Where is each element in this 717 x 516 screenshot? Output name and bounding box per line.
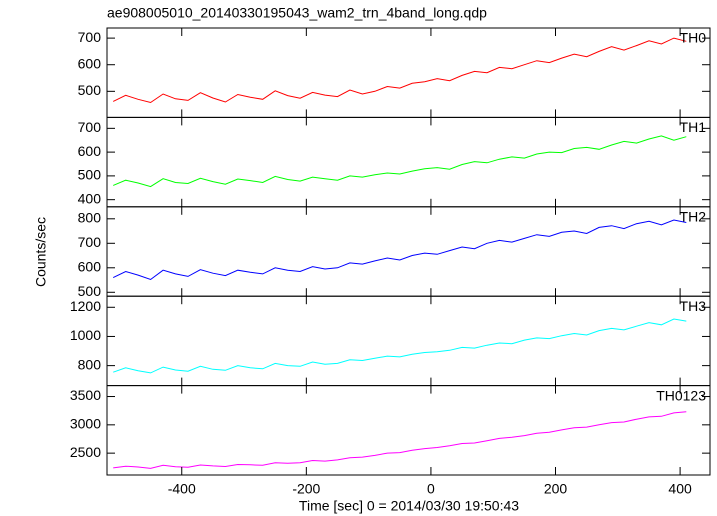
y-tick-label: 2500 — [70, 444, 101, 460]
y-tick-label: 800 — [78, 210, 102, 226]
panel-frame — [106, 116, 711, 208]
x-axis-label: Time [sec] 0 = 2014/03/30 19:50:43 — [299, 498, 519, 514]
series-label: TH0 — [680, 30, 707, 46]
series-line — [112, 219, 687, 281]
y-tick-label: 1200 — [70, 298, 101, 314]
y-tick-label: 600 — [78, 55, 102, 71]
y-tick-label: 600 — [78, 143, 102, 159]
y-tick-label: 500 — [78, 82, 102, 98]
y-axis-label: Counts/sec — [33, 217, 49, 287]
y-tick-label: 500 — [78, 283, 102, 299]
panel-frame — [106, 206, 711, 297]
series-label: TH2 — [680, 209, 707, 225]
y-tick-label: 400 — [78, 190, 102, 206]
panel-frame — [106, 27, 711, 118]
y-tick-label: 700 — [78, 29, 102, 45]
series-label: TH3 — [680, 298, 707, 314]
x-tick-label: -200 — [292, 481, 320, 497]
y-tick-label: 3000 — [70, 416, 101, 432]
y-tick-label: 3500 — [70, 387, 101, 403]
y-tick-label: 600 — [78, 258, 102, 274]
panel-frame — [106, 295, 711, 387]
x-tick-label: 0 — [427, 481, 435, 497]
y-tick-label: 800 — [78, 356, 102, 372]
y-tick-label: 700 — [78, 234, 102, 250]
series-line — [113, 411, 687, 469]
series-line — [113, 318, 687, 374]
x-tick-label: 200 — [544, 481, 568, 497]
series-label: TH1 — [680, 119, 707, 135]
series-label: TH0123 — [656, 387, 706, 403]
x-tick-label: -400 — [168, 481, 196, 497]
x-tick-label: 400 — [668, 481, 692, 497]
y-tick-label: 700 — [78, 119, 102, 135]
y-tick-label: 1000 — [70, 327, 101, 343]
panel-frame — [106, 385, 711, 476]
series-line — [112, 37, 687, 104]
series-line — [113, 135, 687, 188]
chart-title: ae908005010_20140330195043_wam2_trn_4ban… — [107, 5, 487, 21]
y-tick-label: 500 — [78, 167, 102, 183]
